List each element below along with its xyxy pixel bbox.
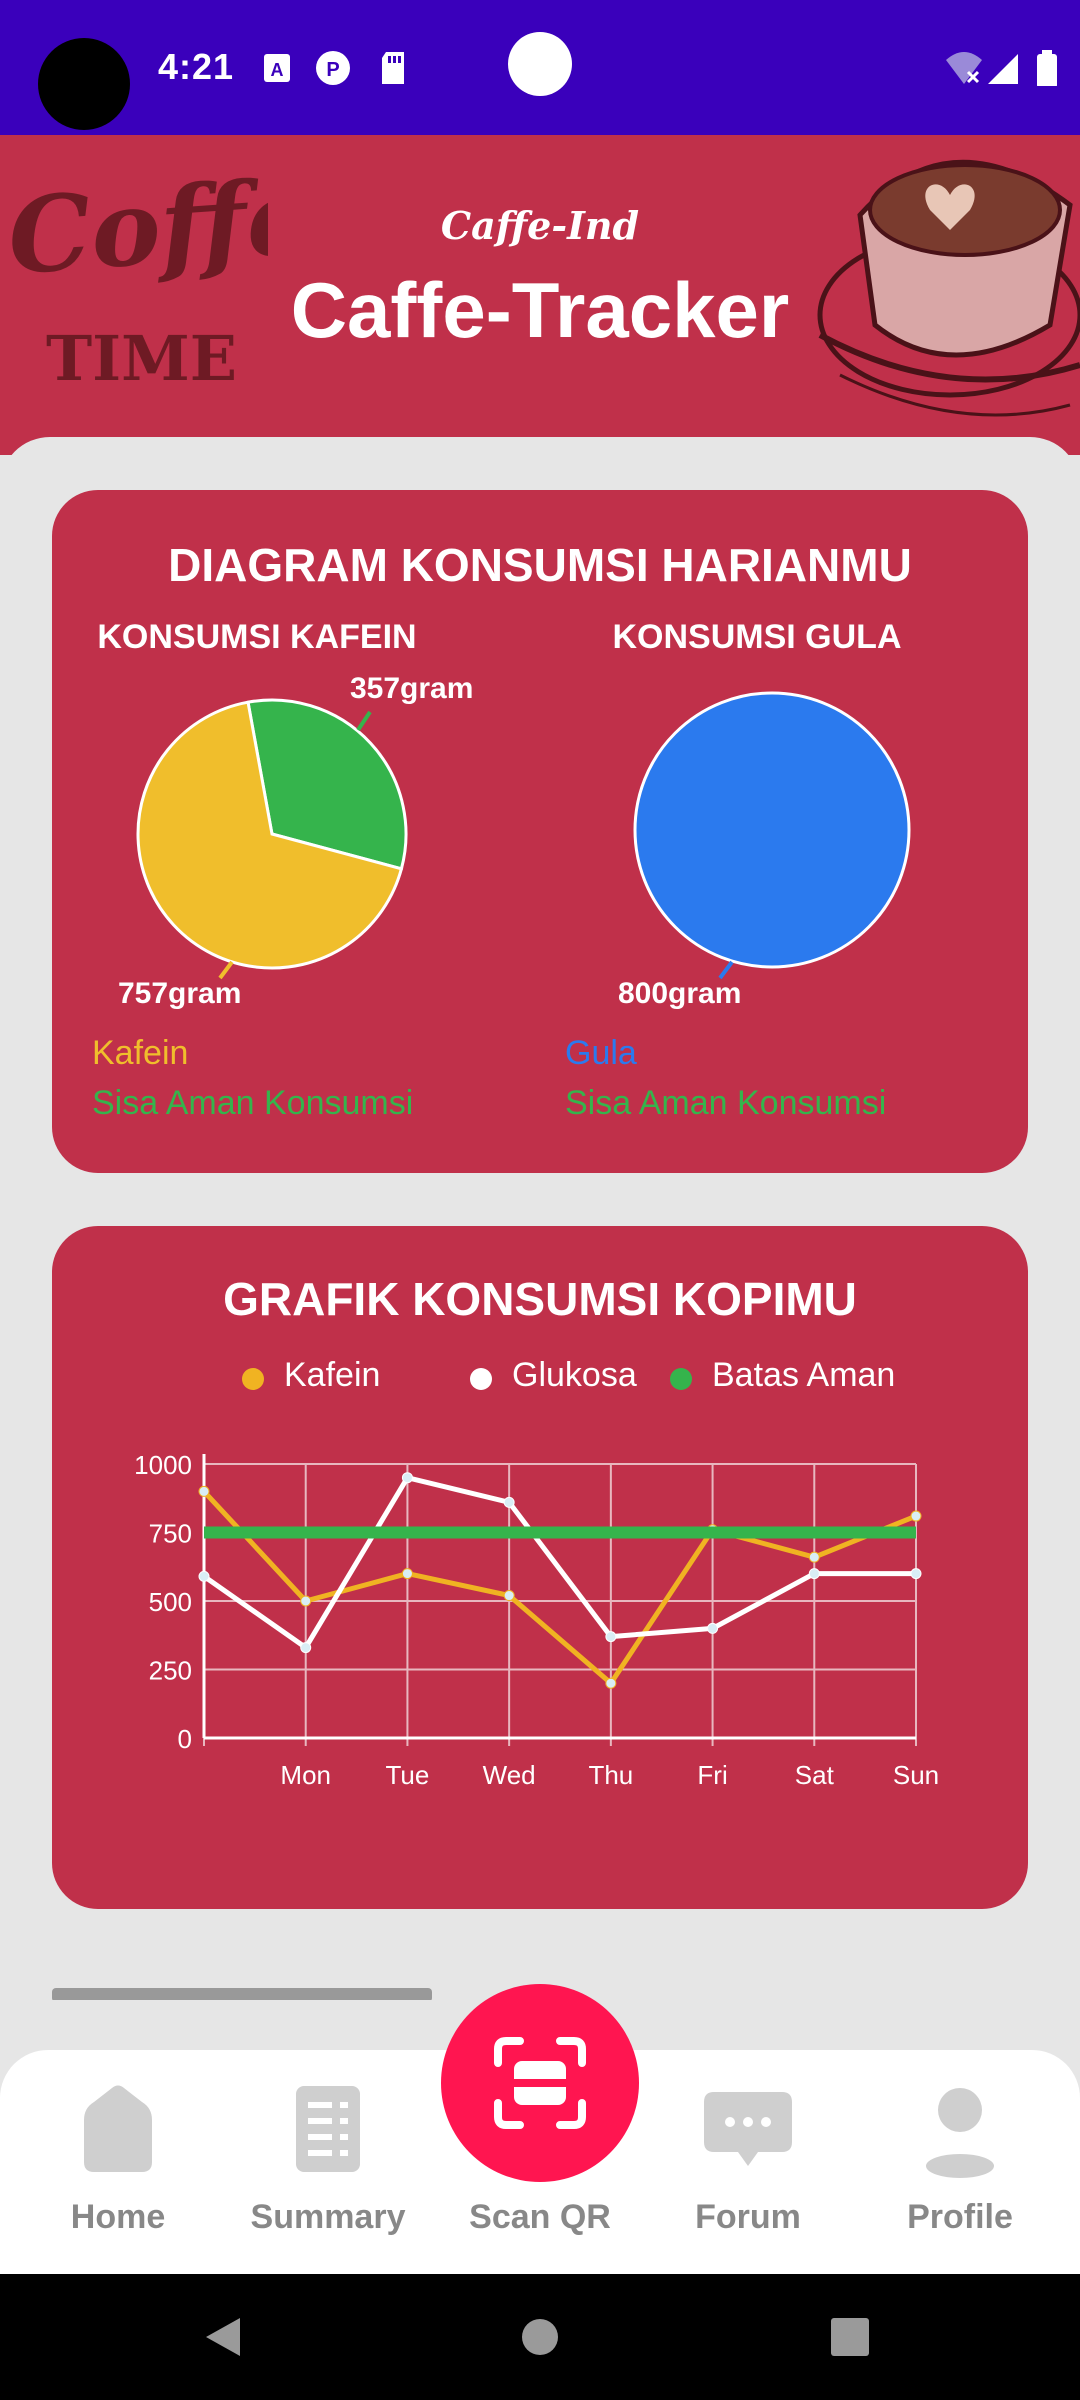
wifi-icon [946, 52, 982, 84]
data-point-kafein [605, 1677, 617, 1689]
scrolled-content-peek [52, 1970, 952, 2000]
scan-qr-icon [494, 2037, 586, 2129]
app-header: Coffee TIME Caffe-Ind Caffe-Tracker [0, 135, 1080, 455]
y-tick-label: 0 [178, 1724, 192, 1754]
pie-slice-sisa-aman-konsumsi [246, 698, 408, 871]
y-tick-label: 500 [149, 1587, 192, 1617]
p-notification-icon: P [316, 51, 350, 85]
coffee-cup-illustration [817, 159, 1080, 417]
summary-icon [296, 2086, 360, 2172]
legend-label-glukosa: Glukosa [512, 1356, 637, 1394]
pie-leader-lines [218, 710, 734, 980]
series-line-glukosa [202, 1475, 916, 1651]
nav-profile[interactable]: Profile [880, 2070, 1040, 2260]
sd-card-icon [382, 52, 404, 84]
status-time: 4:21 [158, 46, 235, 87]
legend-dot-glukosa [470, 1368, 492, 1390]
scan-qr-button[interactable] [441, 1984, 639, 2182]
nav-summary[interactable]: Summary [248, 2070, 408, 2260]
caffeine-pie-chart [136, 698, 408, 970]
x-tick-label: Tue [386, 1760, 430, 1790]
data-point-kafein [910, 1510, 922, 1522]
nav-forum-label: Forum [695, 2198, 801, 2236]
y-tick-label: 1000 [134, 1450, 192, 1480]
caffeine-subtitle: KONSUMSI KAFEIN [97, 618, 417, 656]
status-bar: 4:21 A P [0, 0, 1080, 135]
data-point-glukosa [300, 1642, 312, 1654]
sugar-value-label: 800gram [618, 977, 742, 1010]
daily-consumption-card: DIAGRAM KONSUMSI HARIANMU KONSUMSI KAFEI… [52, 490, 1028, 1173]
x-tick-label: Mon [280, 1760, 331, 1790]
data-point-glukosa [401, 1472, 413, 1484]
battery-icon [1037, 50, 1057, 86]
nav-scan-qr-label: Scan QR [469, 2198, 611, 2236]
svg-text:P: P [326, 59, 339, 81]
data-point-kafein [401, 1568, 413, 1580]
app-title: Caffe-Tracker [290, 266, 790, 354]
data-point-glukosa [707, 1622, 719, 1634]
legend-sisa-aman-kafein: Sisa Aman Konsumsi [92, 1084, 414, 1122]
a-notification-icon: A [264, 54, 290, 82]
camera-cutout [38, 38, 130, 130]
caffeine-remaining-label: 357gram [350, 672, 474, 705]
recents-icon[interactable] [830, 2317, 870, 2357]
svg-text:A: A [271, 60, 284, 80]
nav-home[interactable]: Home [38, 2070, 198, 2260]
nav-forum[interactable]: Forum [668, 2070, 828, 2260]
caffeine-value-label: 757gram [118, 977, 242, 1010]
weekly-line-chart: 0 250 500 750 1000 Mon Tue Wed Thu Fri Sat Sun [134, 1450, 939, 1790]
card-title: DIAGRAM KONSUMSI HARIANMU [168, 539, 912, 591]
legend-label-batas-aman: Batas Aman [712, 1356, 896, 1394]
brand-logo-text: Caffe-Ind [440, 203, 640, 248]
data-point-kafein [300, 1595, 312, 1607]
data-point-kafein [198, 1485, 210, 1497]
forum-icon [704, 2092, 792, 2166]
legend-kafein: Kafein [92, 1034, 189, 1072]
data-point-glukosa [605, 1631, 617, 1643]
series-line-kafein [202, 1489, 917, 1686]
nav-scan-qr[interactable]: Scan QR [460, 2070, 620, 2260]
y-tick-label: 250 [149, 1656, 192, 1686]
data-point-kafein [808, 1551, 820, 1563]
sugar-subtitle: KONSUMSI GULA [612, 618, 902, 656]
x-tick-label: Wed [483, 1760, 536, 1790]
coffee-consumption-graph-card: GRAFIK KONSUMSI KOPIMU Kafein Glukosa Ba… [52, 1226, 1028, 1909]
decor-coffee-text: Coffee [8, 155, 268, 298]
legend-gula: Gula [565, 1034, 637, 1072]
home-icon [84, 2085, 152, 2172]
data-point-kafein [503, 1590, 515, 1602]
y-tick-label: 750 [149, 1519, 192, 1549]
legend-label-kafein: Kafein [284, 1356, 381, 1394]
nav-summary-label: Summary [250, 2198, 406, 2236]
back-icon[interactable] [200, 2314, 246, 2360]
legend-sisa-aman-gula: Sisa Aman Konsumsi [565, 1084, 887, 1122]
nav-home-label: Home [70, 2198, 166, 2236]
coffee-time-decoration: Coffee TIME [8, 155, 268, 395]
x-tick-label: Sat [795, 1760, 835, 1790]
profile-icon [926, 2088, 994, 2178]
data-point-glukosa [503, 1496, 515, 1508]
pie-slice-gula [633, 691, 911, 969]
data-point-glukosa [808, 1568, 820, 1580]
legend-dot-kafein [242, 1368, 264, 1390]
legend-dot-batas-aman [670, 1368, 692, 1390]
card-title: GRAFIK KONSUMSI KOPIMU [223, 1273, 857, 1325]
signal-icon [988, 54, 1018, 84]
system-navigation-bar [0, 2274, 1080, 2400]
x-tick-label: Sun [893, 1760, 939, 1790]
home-circle-icon[interactable] [520, 2317, 560, 2357]
data-point-glukosa [910, 1568, 922, 1580]
x-tick-label: Fri [697, 1760, 727, 1790]
x-tick-label: Thu [588, 1760, 633, 1790]
decor-time-text: TIME [46, 322, 237, 395]
front-camera [508, 32, 572, 96]
nav-profile-label: Profile [907, 2198, 1013, 2236]
sugar-pie-chart [633, 691, 911, 969]
pie-slice-kafein [136, 700, 404, 970]
data-point-glukosa [198, 1570, 210, 1582]
